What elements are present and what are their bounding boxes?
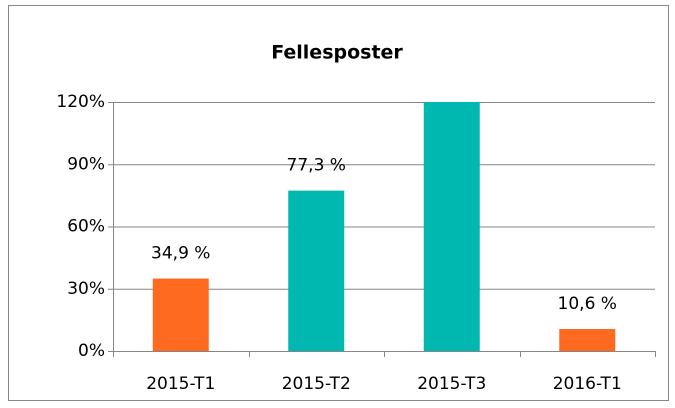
- y-tick-label: 90%: [67, 154, 105, 174]
- chart-title: Fellesposter: [271, 42, 403, 64]
- x-tick-label: 2016-T1: [553, 374, 622, 394]
- bar: [152, 278, 209, 351]
- value-label: 34,9 %: [151, 244, 210, 264]
- x-tick-label: 2015-T3: [417, 374, 486, 394]
- bar: [288, 190, 345, 351]
- value-label: 10,6 %: [558, 294, 617, 314]
- bar: [423, 102, 480, 351]
- y-tick-label: 0%: [78, 341, 105, 361]
- y-tick-label: 60%: [67, 217, 105, 237]
- y-tick-label: 30%: [67, 279, 105, 299]
- value-label: 77,3 %: [287, 156, 346, 176]
- bar: [559, 329, 616, 351]
- y-tick-label: 120%: [56, 92, 105, 112]
- x-tick-label: 2015-T1: [146, 374, 215, 394]
- x-tick-label: 2015-T2: [282, 374, 351, 394]
